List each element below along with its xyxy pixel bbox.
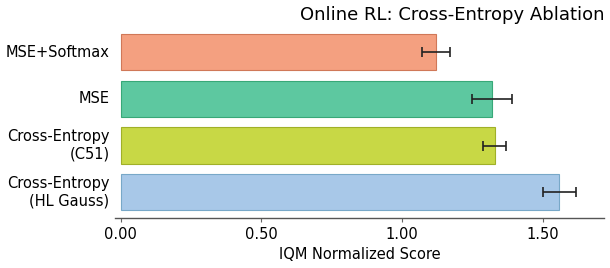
Bar <box>121 81 492 117</box>
Bar <box>121 34 436 70</box>
Bar <box>121 127 495 164</box>
Text: Online RL: Cross-Entropy Ablation: Online RL: Cross-Entropy Ablation <box>300 6 605 24</box>
X-axis label: IQM Normalized Score: IQM Normalized Score <box>279 247 440 262</box>
Bar <box>121 174 559 210</box>
